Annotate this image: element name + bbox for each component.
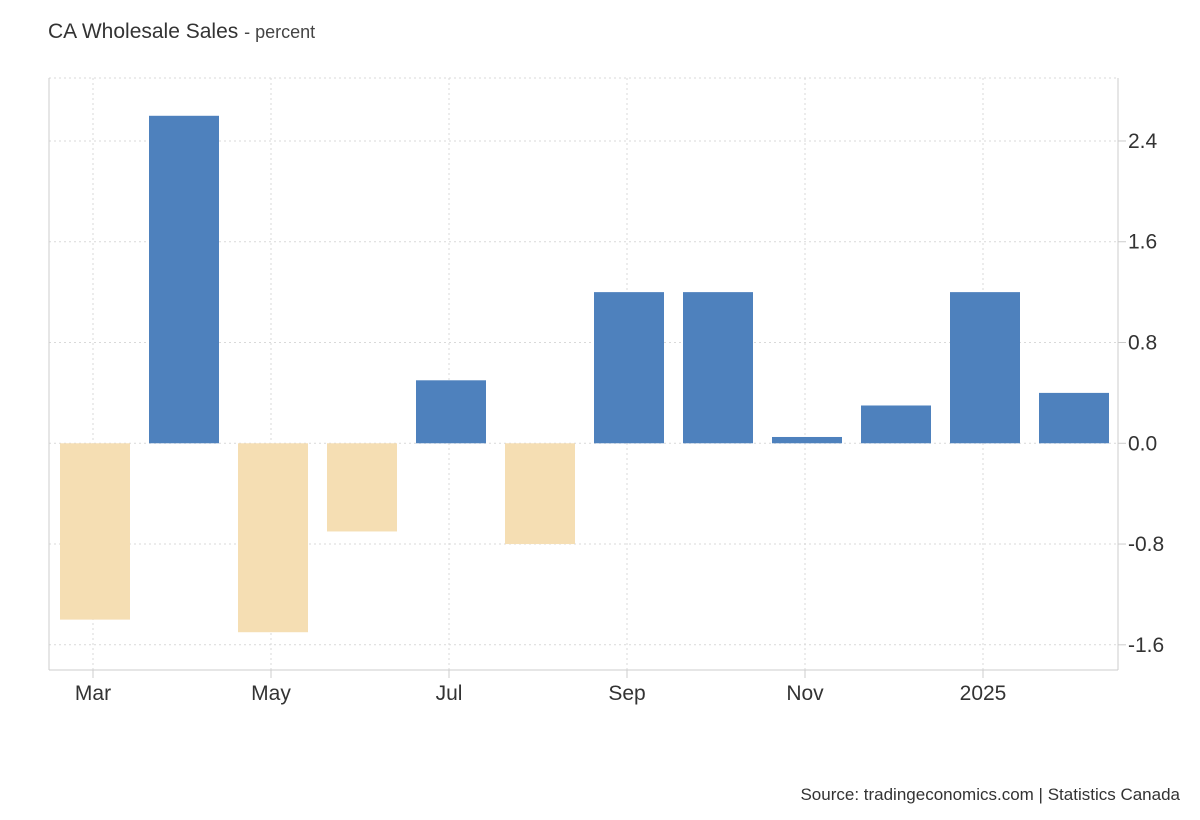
y-tick-label: -0.8 — [1128, 533, 1164, 556]
x-tick-label: Nov — [786, 682, 824, 705]
x-tick-label: Sep — [608, 682, 645, 705]
bar-mar-2024[interactable] — [60, 443, 130, 620]
bar-dec-2024[interactable] — [861, 405, 931, 444]
x-tick-label: Mar — [75, 682, 111, 705]
y-tick-label: 2.4 — [1128, 130, 1158, 153]
source-note: Source: tradingeconomics.com | Statistic… — [800, 785, 1180, 804]
bar-apr-2024[interactable] — [149, 115, 219, 444]
y-tick-label: 0.8 — [1128, 332, 1157, 355]
bar-aug-2024[interactable] — [505, 443, 575, 545]
bar-sep-2024[interactable] — [594, 292, 664, 444]
x-tick-label: 2025 — [960, 682, 1007, 705]
bars — [60, 115, 1109, 633]
bar-feb-2025[interactable] — [1039, 392, 1109, 444]
bar-may-2024[interactable] — [238, 443, 308, 633]
y-tick-label: 1.6 — [1128, 231, 1157, 254]
x-tick-labels: Mar May Jul Sep Nov 2025 — [75, 682, 1006, 705]
x-tick-label: May — [251, 682, 291, 705]
bar-jun-2024[interactable] — [327, 443, 397, 532]
chart-subtitle: - percent — [244, 22, 316, 42]
chart-title-text: CA Wholesale Sales — [48, 20, 239, 43]
y-tick-label: -1.6 — [1128, 634, 1164, 657]
axes — [48, 78, 1126, 678]
bar-oct-2024[interactable] — [683, 292, 753, 444]
bar-jan-2025[interactable] — [950, 292, 1020, 444]
bar-nov-2024[interactable] — [772, 436, 842, 444]
x-tick-label: Jul — [436, 682, 463, 705]
chart-title: CA Wholesale Sales - percent — [48, 20, 315, 44]
bar-jul-2024[interactable] — [416, 380, 486, 444]
y-tick-labels: 2.4 1.6 0.8 0.0 -0.8 -1.6 — [1128, 130, 1164, 657]
y-tick-label: 0.0 — [1128, 432, 1157, 455]
